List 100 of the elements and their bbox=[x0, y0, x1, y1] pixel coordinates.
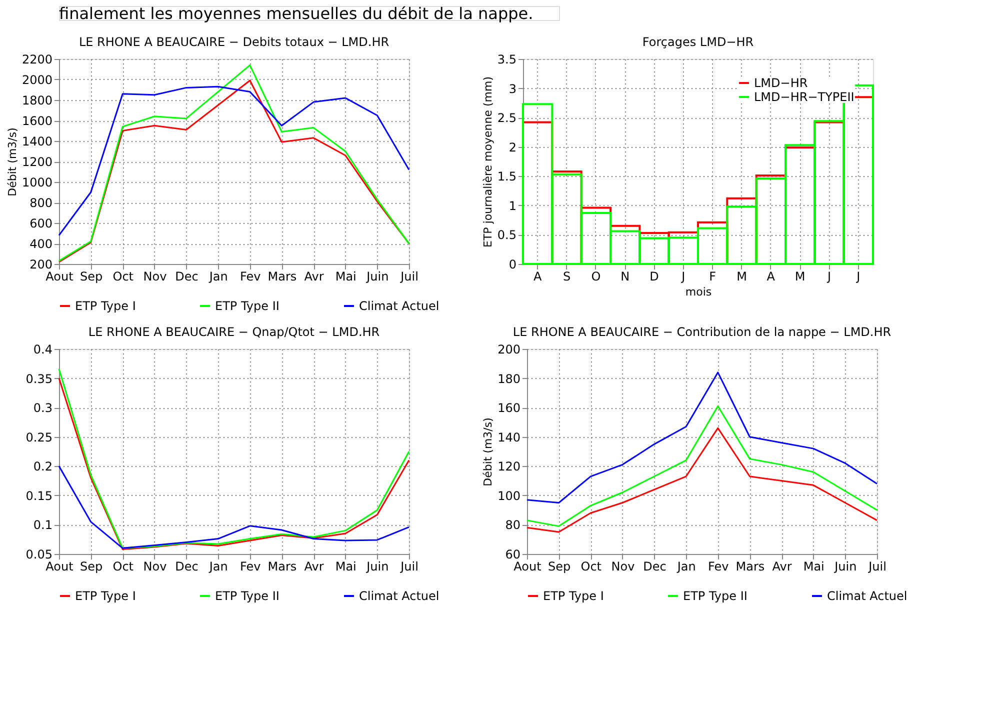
y-tick-label: 0.3 bbox=[33, 401, 52, 416]
x-tick-label: Fev bbox=[240, 560, 261, 574]
y-axis-title: Débit (m3/s) bbox=[6, 128, 19, 196]
x-tick-label: O bbox=[591, 270, 601, 284]
y-tick-label: 200 bbox=[30, 258, 52, 272]
y-axis-title: Débit (m3/s) bbox=[482, 418, 495, 486]
x-tick-label: Aout bbox=[46, 270, 74, 284]
y-tick-label: 1600 bbox=[22, 114, 52, 128]
line-series bbox=[526, 427, 878, 533]
y-tick-label: 1000 bbox=[22, 176, 52, 190]
y-tick-label: 800 bbox=[30, 196, 52, 210]
y-tick-label: 1400 bbox=[22, 134, 52, 148]
y-tick-label: 1.5 bbox=[497, 170, 516, 184]
x-tick-label: Sep bbox=[80, 270, 103, 284]
text: finalement les moyennes mensuelles du débit de la nappe. bbox=[59, 4, 534, 23]
x-tick-label: Juin bbox=[366, 560, 389, 574]
x-tick-label: Mai bbox=[335, 270, 356, 284]
y-tick-label: 3 bbox=[508, 82, 516, 96]
y-tick-label: 140 bbox=[498, 430, 520, 444]
x-tick-label: J bbox=[856, 270, 860, 284]
y-tick-label: 0.4 bbox=[33, 342, 52, 356]
x-tick-label: Jan bbox=[208, 560, 228, 574]
chart-title: LE RHONE A BEAUCAIRE − Debits totaux − LMD.HR bbox=[78, 35, 390, 49]
legend-label: ETP Type II bbox=[215, 589, 280, 603]
y-tick-label: 0.25 bbox=[26, 430, 52, 444]
y-tick-label: 0.5 bbox=[497, 228, 516, 242]
y-tick-label: 0.35 bbox=[26, 372, 52, 386]
y-tick-label: 60 bbox=[505, 548, 520, 562]
x-tick-label: Oct bbox=[580, 560, 602, 574]
x-tick-label: A bbox=[533, 270, 542, 284]
x-tick-label: A bbox=[766, 270, 776, 284]
legend-label: Climat Actuel bbox=[827, 589, 908, 603]
x-tick-label: Oct bbox=[112, 270, 134, 284]
legend-label: LMD−HR bbox=[754, 76, 808, 90]
legend-label: ETP Type II bbox=[683, 589, 748, 603]
x-tick-label: Nov bbox=[143, 560, 167, 574]
x-tick-label: D bbox=[650, 270, 659, 284]
y-tick-label: 1800 bbox=[22, 94, 52, 108]
legend-label: ETP Type II bbox=[215, 299, 280, 313]
y-tick-label: 120 bbox=[498, 460, 520, 474]
x-tick-label: M bbox=[794, 270, 806, 284]
y-tick-label: 0 bbox=[508, 258, 516, 272]
chart-title: Forçages LMD−HR bbox=[642, 35, 754, 49]
y-tick-label: 2 bbox=[508, 140, 516, 154]
chart-title: LE RHONE A BEAUCAIRE − Contribution de la nappe − LMD.HR bbox=[512, 325, 892, 339]
x-tick-label: Mars bbox=[268, 560, 297, 574]
x-tick-label: Juin bbox=[366, 270, 389, 284]
x-tick-label: Nov bbox=[611, 560, 635, 574]
y-tick-label: 180 bbox=[498, 372, 520, 386]
x-tick-label: Juin bbox=[834, 560, 857, 574]
y-tick-label: 2.5 bbox=[497, 111, 516, 126]
y-tick-label: 200 bbox=[498, 342, 520, 356]
y-tick-label: 600 bbox=[30, 216, 52, 230]
x-tick-label: Dec bbox=[175, 270, 198, 284]
x-tick-label: Juil bbox=[868, 560, 886, 574]
x-tick-label: Aout bbox=[514, 560, 542, 574]
x-tick-label: Aout bbox=[46, 560, 74, 574]
x-tick-label: J bbox=[680, 270, 686, 284]
y-axis-title: ETP journalière moyenne (mm) bbox=[481, 76, 494, 248]
x-tick-label: Fev bbox=[708, 560, 729, 574]
y-tick-label: 0.1 bbox=[33, 518, 52, 532]
x-tick-label: J bbox=[826, 270, 832, 284]
y-tick-label: 80 bbox=[505, 518, 520, 532]
x-tick-label: Jan bbox=[208, 270, 228, 284]
y-tick-label: 1 bbox=[508, 198, 516, 213]
x-tick-label: Nov bbox=[143, 270, 167, 284]
x-tick-label: Dec bbox=[175, 560, 198, 574]
legend-label: LMD−HR−TYPEII bbox=[754, 90, 854, 104]
y-tick-label: 0.05 bbox=[26, 548, 52, 562]
y-tick-label: 3.5 bbox=[497, 52, 516, 66]
line-series bbox=[526, 405, 878, 527]
x-tick-label: Juil bbox=[400, 270, 418, 284]
x-tick-label: F bbox=[709, 270, 716, 284]
x-tick-label: Avr bbox=[304, 270, 324, 284]
y-tick-label: 2000 bbox=[22, 73, 52, 87]
line-series bbox=[58, 86, 410, 236]
y-tick-label: 0.2 bbox=[33, 460, 52, 474]
x-tick-label: Dec bbox=[643, 560, 666, 574]
x-tick-label: Mars bbox=[736, 560, 765, 574]
line-series bbox=[526, 372, 878, 504]
legend-label: ETP Type I bbox=[75, 589, 136, 603]
y-tick-label: 1200 bbox=[22, 155, 52, 169]
legend-label: ETP Type I bbox=[543, 589, 604, 603]
legend-label: ETP Type I bbox=[75, 299, 136, 313]
legend-label: Climat Actuel bbox=[359, 299, 440, 313]
x-tick-label: Sep bbox=[548, 560, 571, 574]
x-tick-label: Mai bbox=[335, 560, 356, 574]
x-tick-label: Avr bbox=[772, 560, 792, 574]
x-tick-label: Oct bbox=[112, 560, 134, 574]
x-tick-label: Mai bbox=[803, 560, 824, 574]
y-tick-label: 2200 bbox=[22, 52, 52, 66]
y-tick-label: 400 bbox=[30, 237, 52, 251]
x-tick-label: S bbox=[562, 270, 571, 284]
x-tick-label: Juil bbox=[400, 560, 418, 574]
y-tick-label: 160 bbox=[498, 401, 520, 416]
x-tick-label: Fev bbox=[240, 270, 261, 284]
y-tick-label: 100 bbox=[498, 488, 520, 503]
line-series bbox=[58, 465, 410, 549]
x-axis-title: mois bbox=[685, 286, 712, 298]
chart-title: LE RHONE A BEAUCAIRE − Qnap/Qtot − LMD.HR bbox=[88, 325, 380, 339]
